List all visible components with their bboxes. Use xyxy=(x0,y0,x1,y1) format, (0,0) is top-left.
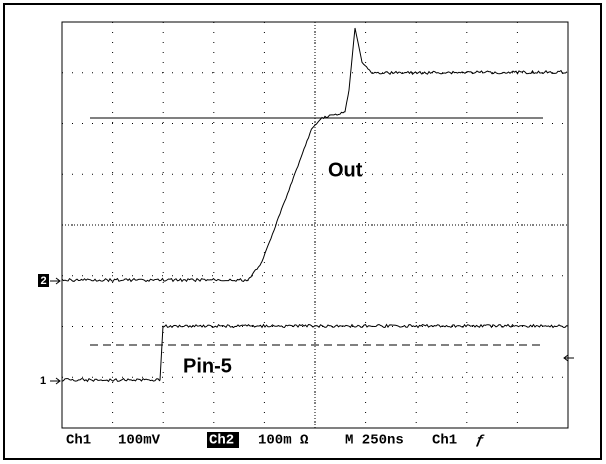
trigger-arrow xyxy=(563,354,574,362)
out-waveform xyxy=(61,27,568,283)
ch2-arrow xyxy=(50,277,61,285)
pin5-waveform xyxy=(61,323,569,383)
ch2-label-box xyxy=(207,432,239,448)
out-label: Out xyxy=(328,159,363,181)
ch1-label: Ch1 xyxy=(66,433,91,449)
ch2-marker: 2 xyxy=(40,275,46,287)
frame xyxy=(3,3,602,460)
ch2-label: Ch2 xyxy=(209,433,234,449)
ch1-arrow xyxy=(50,377,61,385)
trigger-source: Ch1 xyxy=(432,433,457,449)
timebase: M 250ns xyxy=(345,433,404,449)
graticule-border xyxy=(61,21,569,429)
ch2-scale: 100m Ω xyxy=(258,433,309,449)
graticule xyxy=(62,22,568,428)
trigger-slope: ƒ xyxy=(475,433,485,449)
ch1-scale: 100mV xyxy=(118,433,161,449)
ch1-marker: 1 xyxy=(40,375,46,387)
pin5-label: Pin-5 xyxy=(183,355,232,377)
ch2-marker-box xyxy=(38,274,49,287)
